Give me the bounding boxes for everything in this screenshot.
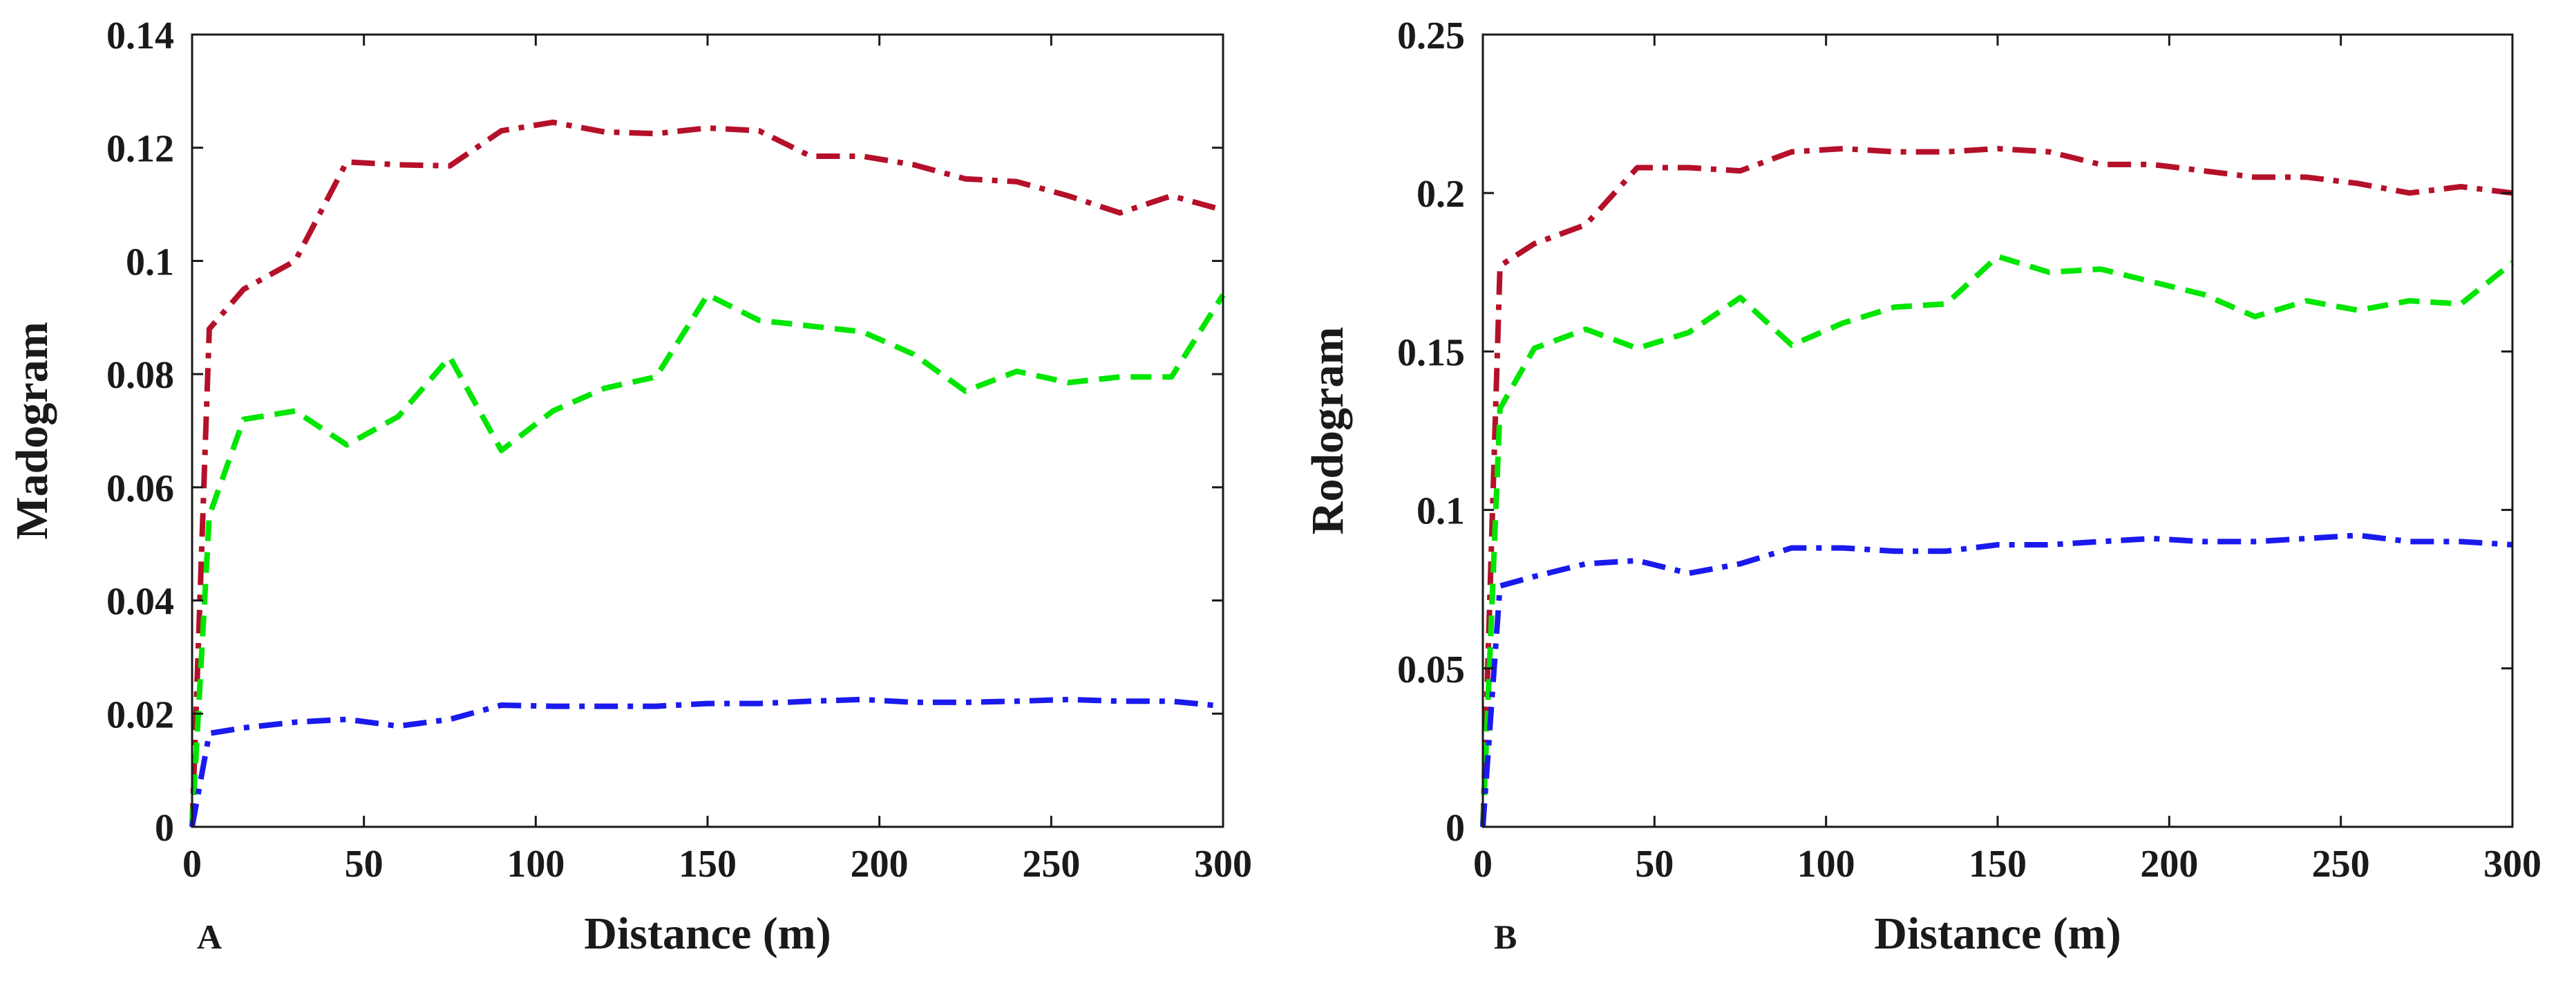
panel-b-ytick-label-2: 0.1	[1417, 490, 1465, 533]
panel-b-axes-frame	[1481, 33, 2514, 828]
panel-a-xtick-label-2: 100	[506, 843, 565, 886]
panel-a-xtick-label-5: 250	[1022, 843, 1080, 886]
panel-a-ytick-label-6: 0.12	[106, 128, 174, 171]
panel-a-ytick-label-0: 0	[155, 807, 174, 850]
panel-a-ytick-label-1: 0.02	[106, 693, 174, 736]
panel-a-madogram: 0 50 100 150 200 250 300 0 0.02 0.04 0.06 0.08 0.1 0.…	[7, 15, 1252, 959]
panel-a-xtick-label-6: 300	[1194, 843, 1252, 886]
panel-b-letter-label: B	[1494, 917, 1517, 956]
panel-a-xtick-label-4: 200	[851, 843, 909, 886]
panel-b-ytick-label-1: 0.05	[1397, 648, 1465, 691]
panel-b-xtick-label-4: 200	[2140, 843, 2198, 886]
panel-b-series-blue-line	[1480, 532, 2513, 828]
panel-b-rodogram: 0 50 100 150 200 250 300 0 0.05 0.1 0.15 0.2 0.25 Dis…	[1303, 15, 2541, 959]
panel-b-ytick-label-4: 0.2	[1417, 173, 1465, 216]
panel-b-xtick-label-3: 150	[1969, 843, 2027, 886]
panel-a-series-green-line	[189, 292, 1226, 828]
panel-b-ytick-label-5: 0.25	[1397, 15, 1465, 57]
panel-a-ytick-label-2: 0.04	[106, 581, 174, 624]
panel-b-xtick-label-1: 50	[1635, 843, 1674, 886]
panel-a-axes-frame	[191, 33, 1224, 828]
panel-a-ytick-label-7: 0.14	[106, 15, 174, 57]
panel-b-ytick-label-3: 0.15	[1397, 331, 1465, 374]
panel-a-y-axis-label: Madogram	[7, 321, 57, 539]
panel-a-series-red-line	[189, 119, 1224, 828]
panel-a-ytick-label-3: 0.06	[106, 467, 174, 510]
panel-a-xtick-label-1: 50	[345, 843, 383, 886]
panel-b-xtick-label-0: 0	[1473, 843, 1493, 886]
panel-a-xtick-label-0: 0	[182, 843, 202, 886]
panel-b-xtick-label-5: 250	[2312, 843, 2370, 886]
panel-a-ytick-label-5: 0.1	[126, 241, 174, 283]
panel-b-series-red-line	[1480, 146, 2513, 828]
panel-b-xtick-label-6: 300	[2483, 843, 2541, 886]
panel-b-xtick-label-2: 100	[1797, 843, 1855, 886]
panel-b-x-axis-label: Distance (m)	[1874, 908, 2121, 959]
panel-a-ytick-label-4: 0.08	[106, 354, 174, 397]
panel-a-x-axis-label: Distance (m)	[584, 908, 831, 959]
panel-b-series-green-line	[1480, 253, 2515, 828]
panel-a-series-blue-line	[189, 696, 1224, 828]
panel-a-xtick-label-3: 150	[679, 843, 737, 886]
panel-a-letter-label: A	[197, 917, 222, 956]
panel-b-y-axis-label: Rodogram	[1303, 327, 1353, 535]
panel-b-ytick-label-0: 0	[1446, 807, 1465, 850]
